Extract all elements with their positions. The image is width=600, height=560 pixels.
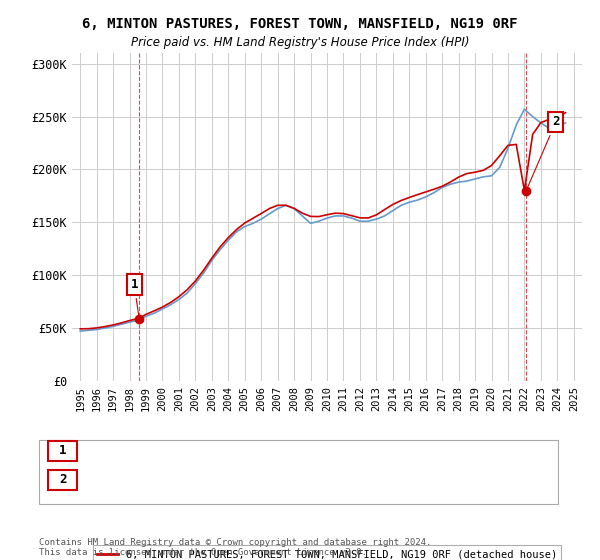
Legend: 6, MINTON PASTURES, FOREST TOWN, MANSFIELD, NG19 0RF (detached house), HPI: Aver: 6, MINTON PASTURES, FOREST TOWN, MANSFIE… [92, 545, 562, 560]
Text: 2% ↓ HPI: 2% ↓ HPI [345, 446, 399, 456]
Text: 6, MINTON PASTURES, FOREST TOWN, MANSFIELD, NG19 0RF: 6, MINTON PASTURES, FOREST TOWN, MANSFIE… [82, 17, 518, 31]
Text: 24% ↓ HPI: 24% ↓ HPI [341, 475, 403, 485]
Text: 1: 1 [59, 444, 67, 458]
Text: Contains HM Land Registry data © Crown copyright and database right 2024.
This d: Contains HM Land Registry data © Crown c… [39, 538, 431, 557]
Text: 11-FEB-2022: 11-FEB-2022 [95, 475, 169, 485]
Text: £58,950: £58,950 [229, 446, 275, 456]
Text: 05-AUG-1998: 05-AUG-1998 [95, 446, 169, 456]
Text: Price paid vs. HM Land Registry's House Price Index (HPI): Price paid vs. HM Land Registry's House … [131, 36, 469, 49]
Text: 2: 2 [527, 115, 560, 188]
Text: 1: 1 [130, 278, 139, 316]
Text: 2: 2 [59, 473, 67, 487]
Text: £180,000: £180,000 [225, 475, 279, 485]
